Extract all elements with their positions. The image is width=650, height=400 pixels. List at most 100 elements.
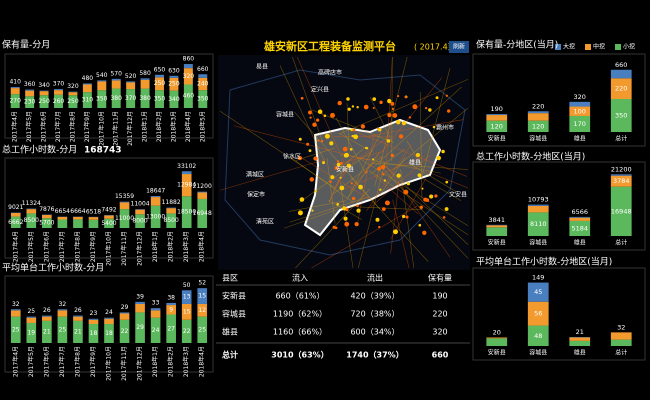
total-label: 32 [617,323,625,331]
flow-dot [392,113,398,118]
bar-value-label: 25 [59,326,67,333]
bar-segment [486,120,508,132]
chart-title: 总工作小时数-分月 [2,144,77,156]
table-cell: 660（61%） [275,292,324,301]
bar-value-label: 8500 [24,217,39,224]
bar-value-label: 27 [167,325,175,332]
flow-dot [339,185,345,191]
total-label: 580 [139,70,151,77]
flow-line [294,111,381,210]
flow-dot [421,187,424,190]
bar-segment [166,213,176,228]
region-border [224,69,466,256]
bar-segment [197,288,208,304]
bar-segment [88,318,99,320]
bar-segment [57,219,68,228]
x-tick-label: 2018年3月 [182,346,190,377]
bar-value-label: 25 [198,326,206,333]
flow-line [311,205,418,269]
x-tick-label: 安新县 [488,349,506,357]
flow-dot [406,182,410,186]
flow-line [377,163,469,259]
x-tick-label: 2017年12月 [136,231,144,266]
x-tick-label: 容城县 [529,349,547,357]
flow-line [353,136,389,162]
total-label: 6566 [571,208,588,216]
panel [472,161,646,251]
total-label: 370 [53,81,65,88]
x-tick-label: 总计 [615,349,627,357]
x-tick-label: 2018年1月 [151,346,159,377]
table-cell: 320 [432,328,447,337]
flow-line [288,200,347,212]
bar-segment [119,209,130,228]
bar-segment [42,315,52,317]
bar-segment [569,115,591,132]
flow-line [289,196,369,223]
bar-value-label: 5400 [101,220,116,227]
flow-line [370,149,405,175]
bar-segment [183,68,193,85]
x-tick-label: 容城县 [529,239,547,247]
bar-segment [39,95,49,108]
bar-segment [42,218,52,228]
bar-value-label: 45 [534,288,542,296]
table-cell: 420（39%） [350,292,399,301]
total-label: 29 [121,304,129,311]
flow-line [349,77,443,192]
bar-segment [610,174,632,176]
flow-dot [356,204,359,207]
total-label: 360 [24,81,36,88]
total-label: 38 [167,294,175,301]
bar-segment [119,202,130,210]
flow-dot [417,173,422,178]
x-tick-label: 2018年3月 [169,111,177,142]
flow-dot [337,100,342,106]
map-label: 满城区 [246,171,264,179]
flow-line [357,134,375,222]
total-label: 540 [96,72,108,79]
flow-line [290,157,354,203]
flow-dot [323,114,327,118]
map-label: 容城县 [276,111,294,119]
bar-value-label: 11000 [115,215,134,222]
bar-segment [181,171,192,175]
bar-segment [82,92,92,108]
x-tick-label: 2017年5月 [27,231,35,262]
x-tick-label: 2018年4月 [184,111,192,142]
total-label: 26 [43,307,51,314]
bar-segment [111,80,121,89]
bar-segment [181,303,192,320]
flow-line [219,110,335,189]
total-label: 21200 [193,183,212,190]
bar-segment [169,77,179,91]
bar-value-label: 48 [534,332,542,340]
bar-value-label: 260 [53,98,65,105]
refresh-button[interactable] [449,41,469,53]
bar-value-label: 29 [136,324,144,331]
table-header: 流出 [367,273,383,283]
table-header: 县区 [222,274,238,283]
total-label: 480 [82,75,94,82]
flow-dot [346,163,351,168]
bar-segment [486,225,508,228]
bar-segment [169,75,179,78]
flow-line [408,162,456,192]
panel [472,267,646,361]
bar-value-label: 350 [197,96,209,103]
flow-dot [363,104,369,110]
bar-segment [166,302,176,306]
x-tick-label: 2017年9月 [89,231,97,262]
bar-segment [104,317,114,319]
page-subtitle: ( 2017.4至今 ) [414,42,469,52]
bar-segment [181,319,192,343]
bar-segment [54,90,63,95]
bar-segment [569,337,591,341]
bar-segment [10,88,20,95]
flow-line [374,56,408,187]
total-label: 9021 [8,204,23,211]
x-tick-label: 2017年12月 [136,346,144,381]
bar-segment [26,322,37,343]
flow-line [338,132,368,150]
flow-dot [339,176,342,179]
